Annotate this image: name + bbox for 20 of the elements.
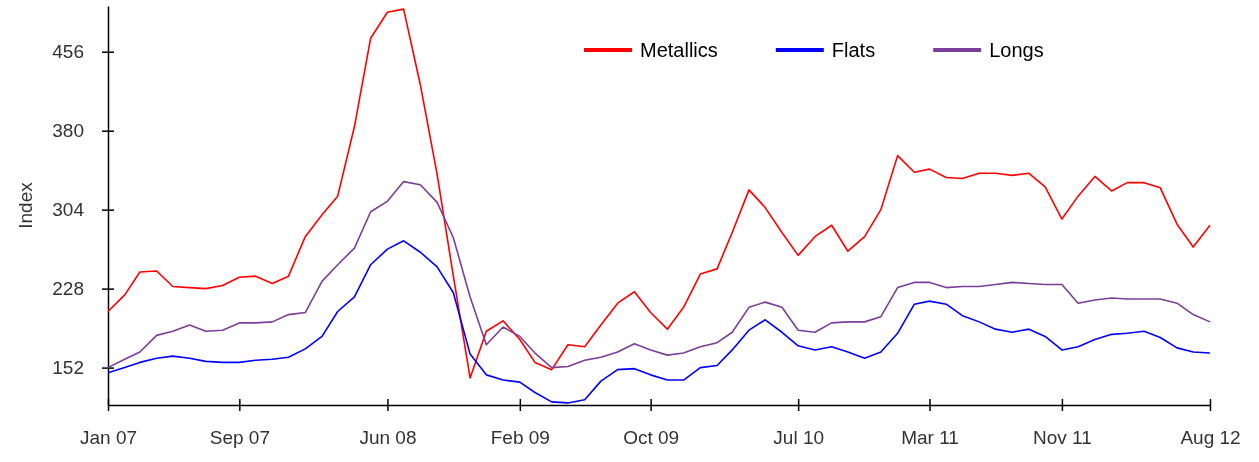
x-tick-label: Feb 09 [490,427,550,449]
x-tick-label: Aug 12 [1180,427,1241,449]
x-tick-label: Oct 09 [623,427,680,449]
x-tick-label: Mar 11 [901,427,959,449]
line-series [107,8,1211,379]
legend-label: Metallics [640,39,718,61]
x-tick-label: Jun 08 [359,427,417,449]
x-tick-label: Nov 11 [1033,427,1092,449]
x-tick-label: Jul 10 [773,427,825,449]
legend-label: Longs [989,39,1044,61]
y-tick-label: 152 [52,357,84,379]
y-tick-label: 456 [52,41,84,63]
y-tick-label: 228 [52,278,84,300]
y-tick-label: 304 [52,199,85,221]
y-tick-label: 380 [52,120,84,142]
x-tick-label: Sep 07 [209,427,270,449]
x-tick-label: Jan 07 [79,427,138,449]
y-axis-title: Index [15,181,36,229]
legend-label: Flats [831,39,876,61]
line-series [107,180,1211,369]
